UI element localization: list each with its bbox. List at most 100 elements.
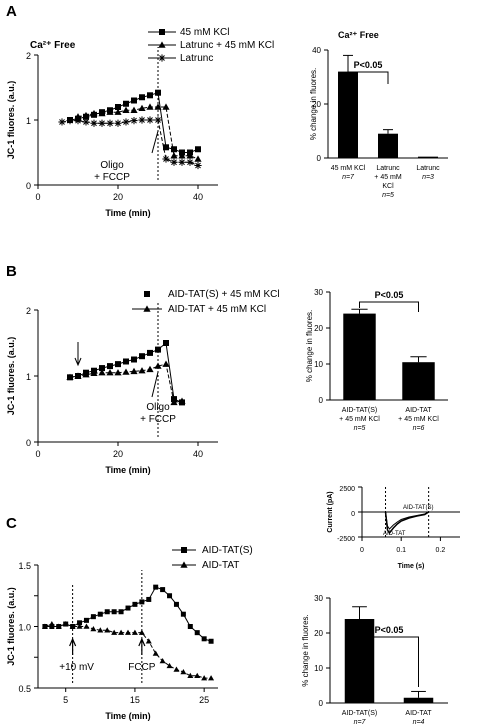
annotation-ca-free: Ca²⁺ Free	[338, 30, 379, 40]
data-point	[125, 605, 131, 611]
legend-marker	[158, 54, 166, 62]
addition-arrow	[74, 342, 82, 367]
data-point	[178, 152, 186, 159]
bar	[338, 71, 358, 158]
x-tick-label: 20	[113, 449, 123, 459]
data-point	[114, 119, 122, 127]
category-label: 45 mM KCl	[331, 165, 366, 172]
trace-label: AID-TAT	[383, 531, 406, 537]
y-tick-label: 30	[314, 594, 323, 603]
x-tick-label: 20	[113, 192, 123, 202]
y-tick-label: 1	[26, 372, 31, 382]
data-point	[170, 158, 178, 166]
n-label: n=6	[413, 425, 425, 432]
legend-label: AID-TAT(S) + 45 mM KCl	[168, 289, 280, 300]
data-point	[178, 158, 186, 166]
data-point	[163, 340, 169, 346]
y-tick-label: 0.5	[18, 684, 31, 694]
y-axis-label: % change in fluores.	[309, 68, 318, 141]
data-point	[194, 155, 202, 162]
x-tick-label: 5	[63, 695, 68, 705]
data-point	[147, 92, 153, 99]
y-tick-label: 2500	[339, 486, 355, 493]
y-tick-label: 0	[26, 438, 31, 448]
series-line	[61, 119, 199, 166]
n-label: n=3	[422, 174, 434, 181]
category-label: AID-TAT	[405, 710, 432, 717]
x-axis-label: Time (min)	[105, 711, 150, 721]
data-point	[118, 609, 124, 615]
data-point	[111, 609, 117, 615]
x-axis-label: Time (min)	[105, 465, 150, 475]
y-tick-label: 0	[319, 699, 324, 708]
x-tick-label: 15	[130, 695, 140, 705]
data-point	[97, 627, 104, 633]
data-point	[115, 361, 121, 368]
data-point	[162, 360, 170, 367]
data-point	[201, 675, 208, 681]
data-point	[98, 369, 106, 376]
y-tick-label: 30	[314, 288, 323, 297]
data-point	[98, 119, 106, 127]
bar	[403, 697, 434, 703]
data-point	[155, 346, 161, 353]
data-point	[66, 117, 74, 125]
data-point	[159, 657, 166, 664]
current-trace	[385, 511, 429, 530]
bar	[402, 362, 435, 400]
data-point	[107, 363, 113, 370]
data-point	[146, 596, 152, 602]
bar	[344, 619, 375, 703]
data-point	[118, 629, 125, 635]
bar	[378, 133, 398, 158]
data-point	[187, 672, 194, 678]
data-point	[132, 601, 138, 607]
n-label: n=7	[354, 719, 367, 726]
bar	[418, 156, 438, 158]
y-tick-label: 0	[317, 154, 322, 163]
data-point	[77, 620, 83, 626]
category-label: + 45 mM KCl	[398, 416, 439, 423]
data-point	[122, 118, 130, 126]
data-point	[104, 627, 111, 633]
event-label: +10 mV	[59, 662, 94, 673]
significance-bracket	[359, 301, 419, 312]
data-point	[82, 111, 90, 119]
legend-marker	[144, 291, 150, 297]
data-point	[115, 104, 121, 110]
data-point	[138, 367, 146, 374]
event-arrow	[151, 130, 159, 154]
n-label: n=4	[413, 719, 425, 726]
event-arrow	[151, 371, 159, 398]
data-point	[55, 623, 62, 629]
y-tick-label: 1.5	[18, 561, 31, 571]
data-point	[194, 672, 201, 678]
y-axis-label: JC-1 fluores. (a.u.)	[6, 337, 16, 416]
event-label: + FCCP	[140, 414, 176, 425]
data-point	[152, 650, 159, 656]
panel-label-c: C	[6, 515, 17, 532]
data-point	[180, 611, 186, 617]
y-tick-label: 40	[312, 46, 321, 55]
category-label: AID-TAT(S)	[342, 710, 378, 717]
significance-label: P<0.05	[375, 290, 404, 300]
bar	[343, 313, 376, 400]
data-point	[171, 146, 177, 153]
category-label: + 45 mM KCl	[339, 416, 380, 423]
data-point	[173, 601, 179, 607]
data-point	[130, 117, 138, 125]
significance-label: P<0.05	[354, 60, 383, 70]
data-point	[82, 371, 90, 378]
data-point	[162, 155, 170, 163]
data-point	[146, 365, 154, 373]
x-tick-label: 0.1	[396, 547, 406, 554]
data-point	[49, 624, 55, 629]
data-point	[104, 609, 110, 615]
category-label: KCl	[382, 183, 394, 190]
data-point	[173, 666, 180, 672]
y-tick-label: 2	[26, 51, 31, 61]
legend-marker	[143, 305, 151, 312]
data-point	[123, 100, 129, 107]
data-point	[131, 356, 137, 363]
